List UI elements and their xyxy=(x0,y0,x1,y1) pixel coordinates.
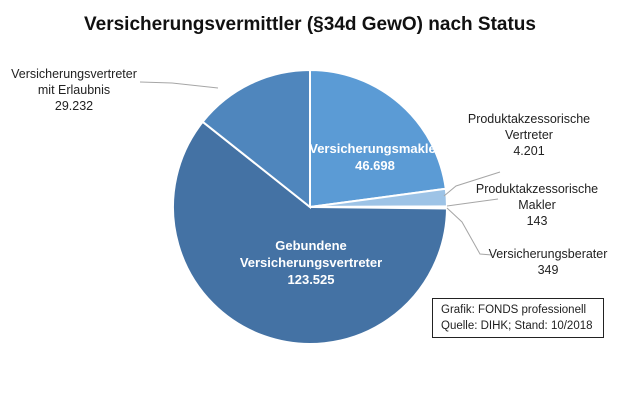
leader-lines xyxy=(139,81,501,256)
slice-name-label: Versicherungsvertreter xyxy=(11,67,137,81)
slice-name-label: Gebundene xyxy=(275,238,347,253)
source-credit: Grafik: FONDS professionell xyxy=(441,304,587,316)
source-box: Grafik: FONDS professionell Quelle: DIHK… xyxy=(432,298,604,338)
slice-name-label: mit Erlaubnis xyxy=(38,83,110,97)
slice-name-label: Versicherungsberater xyxy=(489,247,608,261)
slice-value-label: 143 xyxy=(527,214,548,228)
slice-labels: Versicherungsmakler 46.698 Produktakzessor… xyxy=(11,67,607,287)
pie-slices xyxy=(172,68,449,345)
slice-name-label: Vertreter xyxy=(505,128,553,142)
leader-line xyxy=(139,81,219,89)
pie-slice xyxy=(201,68,311,210)
slice-name-label: Versicherungsmakler xyxy=(309,141,441,156)
slice-name-label: Produktakzessorische xyxy=(476,182,598,196)
leader-line xyxy=(446,207,493,256)
leader-line xyxy=(443,171,501,197)
chart-title: Versicherungsvermittler (§34d GewO) nach… xyxy=(84,14,536,35)
leader-line xyxy=(446,198,499,207)
slice-value-label: 123.525 xyxy=(288,272,335,287)
slice-name-label: Produktakzessorische xyxy=(468,112,590,126)
slice-value-label: 46.698 xyxy=(355,158,395,173)
slice-value-label: 29.232 xyxy=(55,99,93,113)
pie-slice xyxy=(309,68,447,209)
source-reference: Quelle: DIHK; Stand: 10/2018 xyxy=(441,320,593,332)
slice-value-label: 4.201 xyxy=(513,144,544,158)
slice-name-label: Makler xyxy=(518,198,556,212)
slice-value-label: 349 xyxy=(538,263,559,277)
slice-name-label: Versicherungsvertreter xyxy=(240,255,382,270)
pie-slice xyxy=(172,120,449,345)
